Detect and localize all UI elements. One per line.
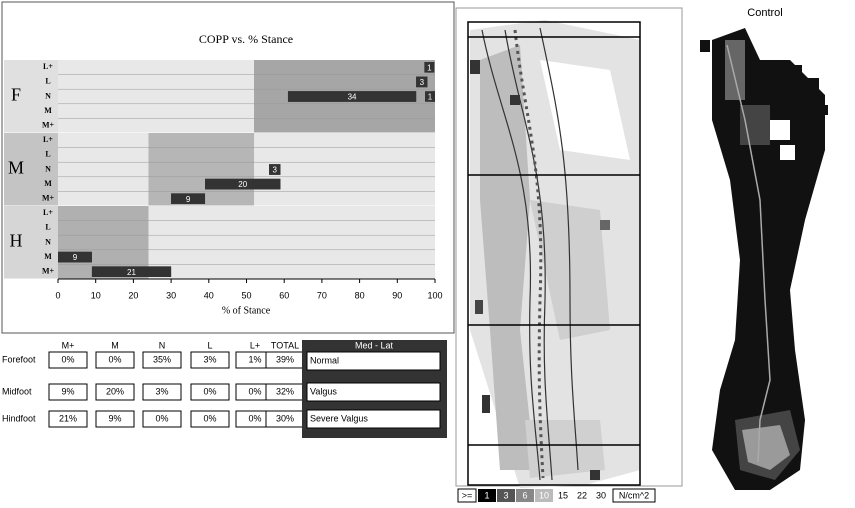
pressure-legend: >= 1 3 6 10 15 22 30 N/cm^2 [458, 489, 655, 502]
x-axis-title: % of Stance [222, 305, 271, 316]
x-tick-label: 10 [91, 290, 101, 300]
legend-prefix: >= [462, 490, 473, 500]
x-tick-label: 80 [355, 290, 365, 300]
chart-title: COPP vs. % Stance [199, 32, 293, 46]
row-label: L+ [43, 208, 53, 217]
row-label: M [44, 106, 52, 115]
bar-label: 1 [427, 63, 432, 72]
cell-value: 0% [108, 354, 121, 364]
cell-value: 0% [155, 413, 168, 423]
column-header: TOTAL [271, 340, 299, 350]
legend-level: 15 [558, 490, 568, 500]
cell-value: 3% [155, 386, 168, 396]
bar-label: 3 [420, 78, 425, 87]
bar-label: 9 [186, 195, 191, 204]
row-label: Forefoot [2, 354, 36, 364]
bar-label: 21 [127, 268, 136, 277]
med-lat-value: Valgus [310, 386, 337, 396]
x-tick-label: 60 [279, 290, 289, 300]
x-tick-label: 70 [317, 290, 327, 300]
row-label: M+ [42, 121, 55, 130]
legend-level: 1 [484, 490, 489, 500]
column-header: L [207, 340, 212, 350]
cell-value: 1% [248, 354, 261, 364]
page: {"chart_data": {"type": "bar", "title": … [0, 0, 855, 508]
row-label: M [44, 179, 52, 188]
cell-value: 32% [276, 386, 294, 396]
row-label: N [45, 91, 51, 100]
row-label: M+ [42, 267, 55, 276]
row-label: N [45, 237, 51, 246]
x-tick-label: 0 [55, 290, 60, 300]
bar-label: 1 [428, 93, 433, 102]
cell-value: 0% [248, 413, 261, 423]
med-lat-value: Severe Valgus [310, 413, 368, 423]
row-label: L [45, 150, 50, 159]
cell-value: 20% [106, 386, 124, 396]
screen: COPP vs. % Stance % of Stance F L+ 1 L 3 N 34 1… [0, 0, 855, 503]
legend-unit: N/cm^2 [619, 490, 649, 500]
group-label: M [8, 158, 24, 178]
med-lat-value: Normal [310, 355, 339, 365]
row-label: L [45, 223, 50, 232]
x-tick-label: 100 [427, 290, 442, 300]
cell-value: 0% [248, 386, 261, 396]
row-label: N [45, 164, 51, 173]
cell-value: 3% [203, 354, 216, 364]
bar-label: 20 [238, 180, 247, 189]
control-title: Control [747, 7, 782, 19]
cell-value: 39% [276, 354, 294, 364]
column-header: L+ [250, 340, 260, 350]
bar-label: 3 [273, 166, 278, 175]
legend-level: 6 [522, 490, 527, 500]
column-header: M [111, 340, 119, 350]
bar-label: 9 [73, 253, 78, 262]
med-lat-values: Normal Valgus Severe Valgus [307, 352, 440, 428]
row-label: L+ [43, 62, 53, 71]
cell-value: 0% [203, 413, 216, 423]
legend-level: 10 [539, 490, 549, 500]
legend-level: 30 [596, 490, 606, 500]
x-tick-label: 20 [128, 290, 138, 300]
control-footprint [700, 28, 828, 490]
cell-value: 0% [61, 354, 74, 364]
bar-label: 34 [348, 93, 357, 102]
column-header: M+ [62, 340, 75, 350]
row-label: Midfoot [2, 386, 32, 396]
cell-value: 9% [61, 386, 74, 396]
summary-table: M+ M N L L+ TOTAL Forefoot 0% 0% 35% 3% 1% 39% Midfoo… [2, 340, 304, 427]
column-header: N [159, 340, 166, 350]
x-tick-label: 40 [204, 290, 214, 300]
x-tick-label: 90 [392, 290, 402, 300]
row-label: M+ [42, 194, 55, 203]
cell-value: 35% [153, 354, 171, 364]
x-tick-label: 50 [241, 290, 251, 300]
legend-level: 22 [577, 490, 587, 500]
legend-level: 3 [503, 490, 508, 500]
group-label: H [10, 231, 23, 251]
cell-value: 30% [276, 413, 294, 423]
cell-value: 0% [203, 386, 216, 396]
row-label: M [44, 252, 52, 261]
group-label: F [11, 85, 21, 105]
cell-value: 21% [59, 413, 77, 423]
cell-value: 9% [108, 413, 121, 423]
row-label: L+ [43, 135, 53, 144]
med-lat-title: Med - Lat [355, 340, 394, 350]
row-label: Hindfoot [2, 413, 36, 423]
x-tick-label: 30 [166, 290, 176, 300]
row-label: L [45, 77, 50, 86]
